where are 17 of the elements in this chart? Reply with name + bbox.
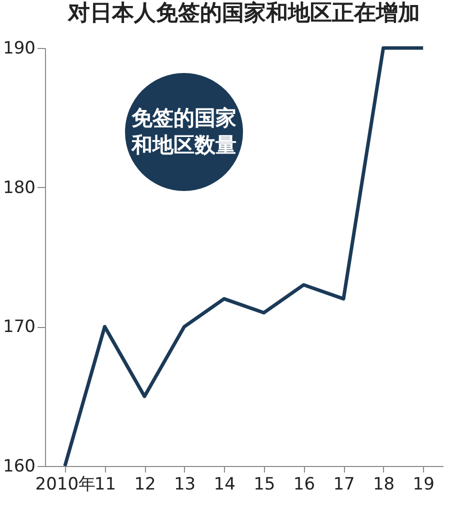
x-tick-label: 17 <box>333 474 355 494</box>
x-tick-label: 18 <box>372 474 395 494</box>
annotation: 免签的国家和地区数量 <box>130 104 238 159</box>
x-tick-label: 2010年 <box>35 474 96 494</box>
y-tick-label: 180 <box>3 178 36 198</box>
x-tick-label: 19 <box>412 474 434 494</box>
x-tick-label: 14 <box>214 474 236 494</box>
y-tick-label: 170 <box>3 317 36 338</box>
y-tick-label: 190 <box>3 38 36 58</box>
x-tick-label: 16 <box>293 474 316 494</box>
x-tick-label: 12 <box>134 474 156 494</box>
x-tick-label: 11 <box>94 474 116 494</box>
chart-title: 对日本人免签的国家和地区正在增加 <box>67 0 420 26</box>
x-tick-label: 13 <box>174 474 196 494</box>
line-series <box>63 46 425 468</box>
y-tick-label: 160 <box>3 456 36 476</box>
x-tick-label: 15 <box>254 474 276 494</box>
